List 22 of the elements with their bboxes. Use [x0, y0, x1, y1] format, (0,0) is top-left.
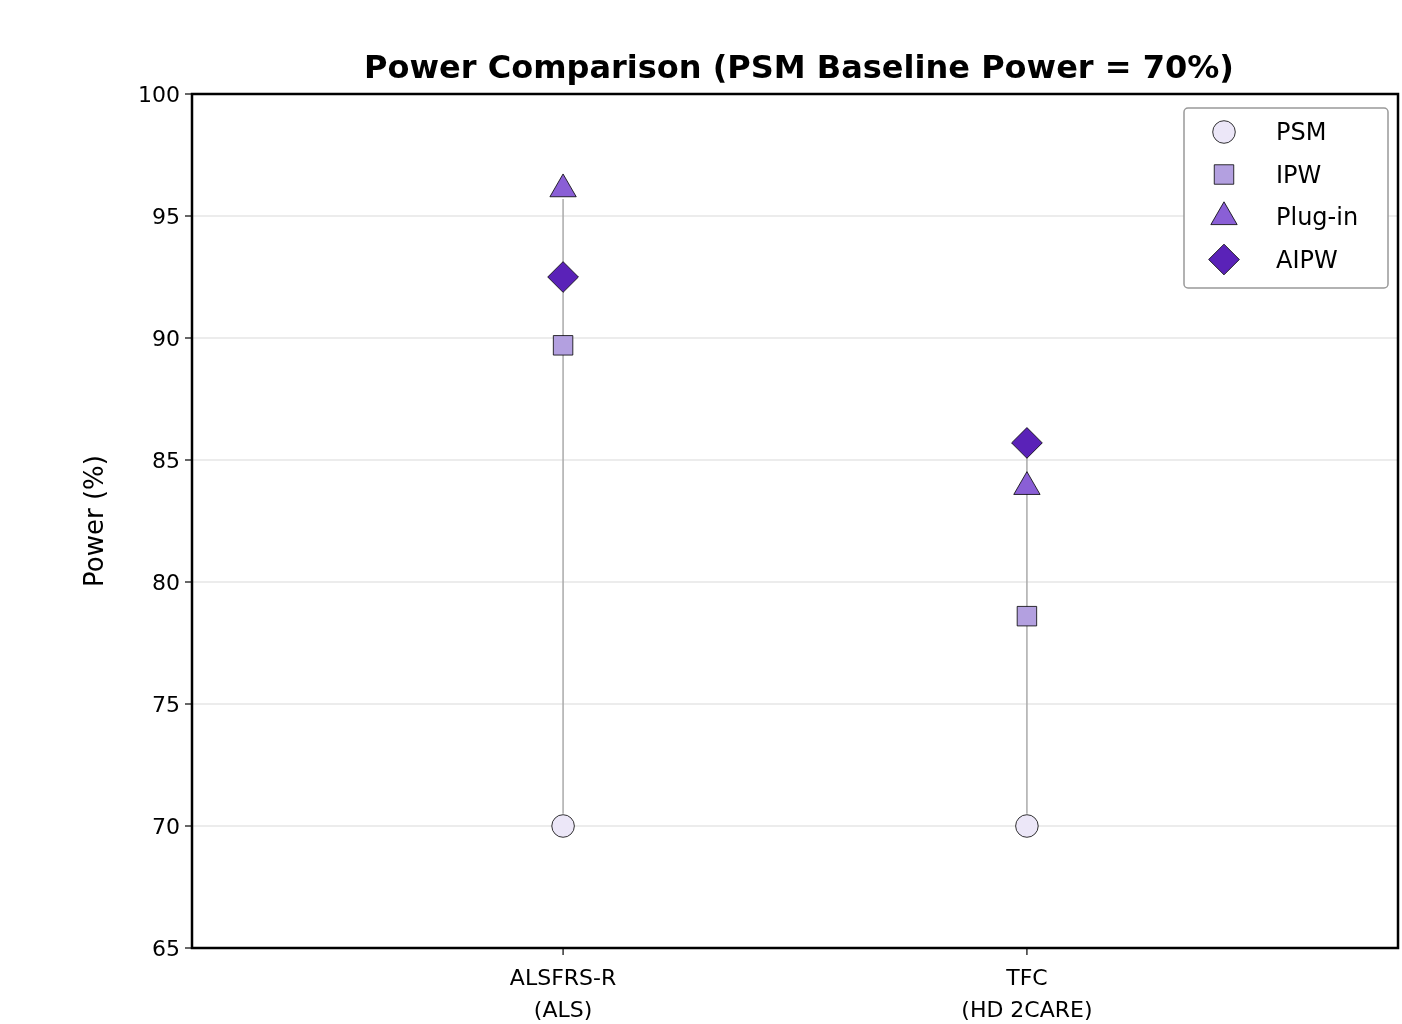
y-tick-label: 90: [152, 325, 180, 351]
legend-label: PSM: [1276, 118, 1327, 147]
point: [1015, 814, 1039, 838]
point: [552, 335, 574, 356]
y-tick-label: 95: [152, 203, 180, 229]
point: [551, 814, 575, 838]
y-tick-label: 85: [152, 447, 180, 473]
legend-label: AIPW: [1276, 245, 1338, 274]
y-tick-label: 100: [138, 81, 180, 107]
chart-title: Power Comparison (PSM Baseline Power = 70%): [364, 48, 1234, 86]
legend-label: Plug-in: [1276, 203, 1359, 232]
y-axis-title: Power (%): [79, 455, 109, 587]
x-tick-label: ALSFRS-R (ALS): [509, 965, 617, 1022]
legend-label: IPW: [1276, 160, 1322, 189]
y-tick-label: 80: [152, 569, 180, 595]
point: [547, 261, 579, 293]
y-tick-label: 75: [152, 691, 180, 717]
y-tick-label: 65: [152, 935, 180, 961]
x-tick-label: TFC (HD 2CARE): [961, 965, 1093, 1022]
y-tick-label: 70: [152, 813, 180, 839]
point: [1016, 606, 1038, 627]
point: [1011, 427, 1043, 459]
